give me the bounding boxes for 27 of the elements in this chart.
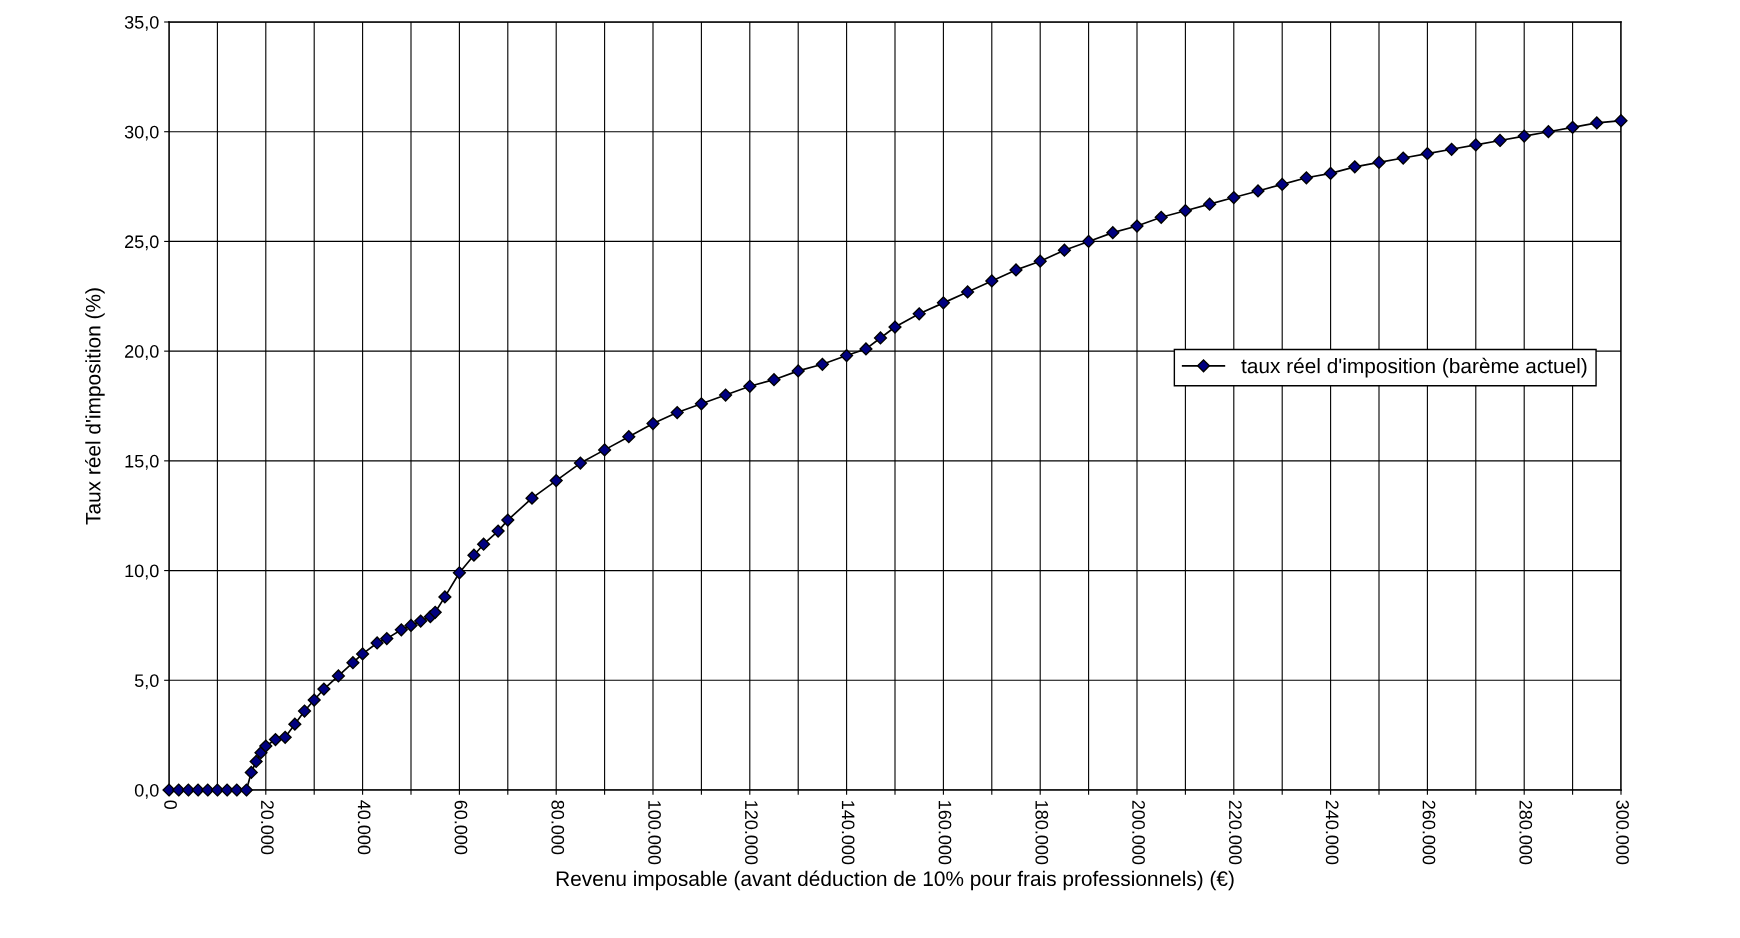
x-axis-title: Revenu imposable (avant déduction de 10% pour frais professionnels) (€) (556, 870, 1234, 891)
x-tick-label: 260.000 (1422, 800, 1436, 865)
y-tick-label: 15,0 (125, 454, 159, 470)
x-tick-label: 180.000 (1035, 801, 1049, 865)
x-tick-label: 100.000 (648, 801, 661, 865)
x-tick-label: 140.000 (841, 801, 855, 865)
y-axis-title: Taux réel d'imposition (%) (85, 288, 105, 525)
y-tick-label: 20,0 (125, 345, 159, 360)
x-tick-label: 220.000 (1228, 800, 1242, 865)
y-tick-label: 25,0 (125, 235, 159, 251)
legend-label: taux réel d'imposition (barème actuel) (1241, 357, 1587, 378)
x-tick-label: 20.000 (260, 800, 274, 855)
y-tick-label: 10,0 (125, 564, 159, 580)
x-tick-label: 120.000 (744, 801, 758, 865)
y-tick-label: 5,0 (134, 674, 159, 690)
x-tick-label: 280.000 (1519, 800, 1533, 865)
x-tick-label: 40.000 (357, 800, 371, 855)
x-tick-label: 160.000 (938, 801, 952, 865)
x-tick-label: 80.000 (551, 800, 565, 855)
y-tick-label: 35,0 (124, 15, 159, 31)
x-tick-label: 300.000 (1616, 800, 1629, 865)
y-tick-label: 0,0 (134, 783, 159, 799)
y-tick-label: 30,0 (124, 125, 159, 141)
x-tick-label: 60.000 (454, 800, 468, 855)
x-tick-label: 240.000 (1325, 800, 1339, 865)
x-tick-label: 200.000 (1132, 800, 1145, 865)
x-tick-label: 0 (164, 800, 177, 810)
